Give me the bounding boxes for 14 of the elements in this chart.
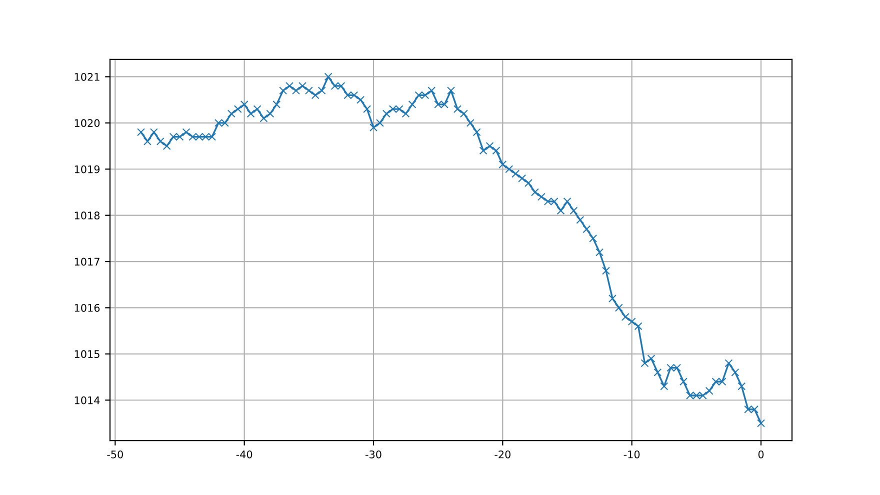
x-tick-label: -50	[107, 450, 123, 458]
x-tick-label: -10	[624, 450, 640, 458]
y-tick-label: 1016	[74, 304, 100, 312]
y-tick-label: 1015	[74, 350, 100, 358]
y-tick-label: 1019	[74, 165, 100, 174]
x-tick-label: -40	[236, 450, 252, 458]
y-tick-label: 1017	[74, 258, 100, 266]
y-tick-label: 1020	[74, 119, 100, 128]
x-tick-label: -20	[494, 450, 510, 458]
y-tick-label: 1014	[74, 396, 100, 404]
x-tick-label: -30	[366, 450, 382, 458]
y-tick-label: 1018	[74, 212, 100, 220]
x-tick-label: 0	[758, 450, 764, 458]
y-tick-label: 1021	[74, 72, 100, 81]
